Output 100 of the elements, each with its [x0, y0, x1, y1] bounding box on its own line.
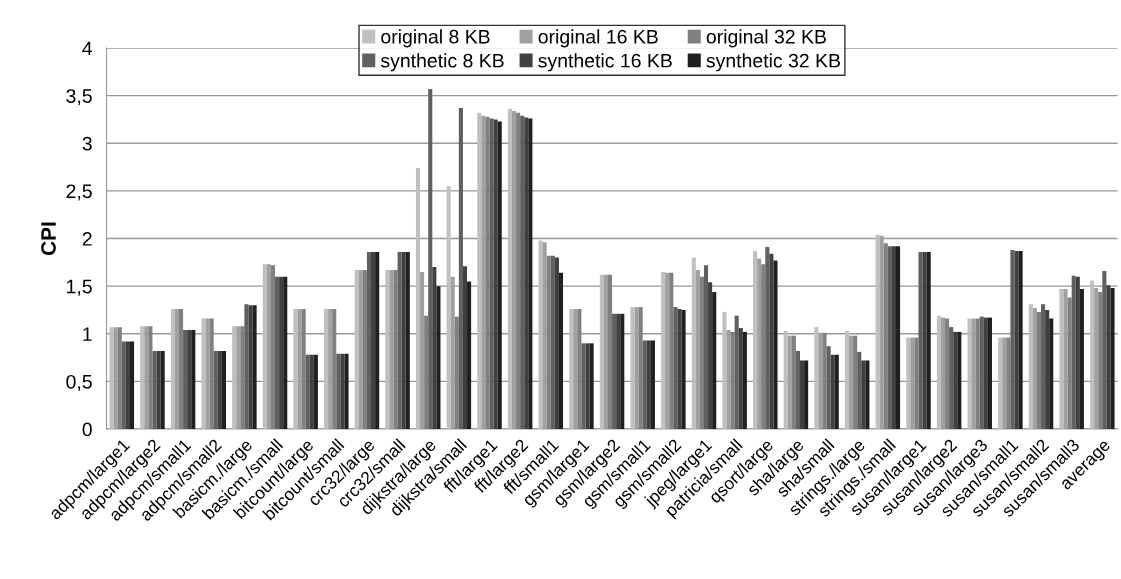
- bar: [681, 309, 686, 430]
- bar: [1036, 311, 1042, 430]
- bar: [1010, 249, 1015, 430]
- y-tick-label: 1: [83, 327, 92, 341]
- bar: [366, 251, 372, 430]
- legend-label: synthetic 32 KB: [706, 53, 840, 72]
- bar: [669, 272, 674, 430]
- bar: [148, 326, 153, 430]
- bar: [577, 309, 582, 430]
- bar: [454, 316, 459, 430]
- bar: [834, 354, 839, 430]
- bar: [371, 251, 376, 430]
- bar: [589, 343, 594, 430]
- bar: [140, 326, 145, 430]
- bar: [616, 313, 621, 430]
- bar: [769, 253, 774, 430]
- bar: [385, 269, 390, 430]
- bar: [232, 326, 237, 430]
- y-tick-label: 1,5: [67, 279, 92, 296]
- bar: [401, 251, 406, 430]
- bar: [493, 119, 498, 430]
- bar: [987, 317, 993, 430]
- bar: [160, 350, 165, 430]
- bar: [1059, 289, 1064, 430]
- bar: [734, 315, 739, 430]
- bar: [1018, 250, 1023, 430]
- bar: [891, 246, 896, 430]
- y-tick-label: 3: [82, 136, 92, 151]
- bar: [313, 354, 318, 430]
- bar: [1067, 297, 1072, 430]
- legend-label: synthetic 8 KB: [380, 53, 504, 72]
- bar: [375, 251, 380, 430]
- bar: [340, 353, 345, 430]
- bar: [945, 318, 950, 430]
- bar: [524, 117, 529, 430]
- y-tick-label: 2,5: [66, 184, 92, 201]
- bar: [458, 108, 463, 430]
- bar: [393, 269, 398, 430]
- bar: [217, 350, 222, 430]
- bar: [424, 315, 429, 430]
- bar: [397, 251, 402, 430]
- bar: [279, 276, 284, 430]
- bar: [293, 309, 298, 430]
- bar: [673, 307, 678, 430]
- bar: [301, 309, 306, 430]
- bar: [507, 109, 512, 430]
- bar: [1049, 318, 1054, 430]
- legend-label: original 8 KB: [381, 29, 490, 48]
- bar: [1041, 304, 1046, 430]
- bar: [1110, 288, 1115, 430]
- bar: [730, 331, 735, 430]
- bar: [1106, 285, 1111, 430]
- bar: [642, 340, 647, 430]
- bar: [661, 271, 666, 430]
- bar: [1045, 309, 1050, 430]
- bar: [550, 255, 555, 430]
- bar: [761, 264, 766, 430]
- bar: [125, 341, 130, 430]
- bar: [520, 115, 525, 430]
- bar: [998, 337, 1003, 430]
- bar: [191, 329, 196, 430]
- bar: [738, 328, 743, 430]
- bar: [607, 274, 613, 430]
- y-tick-label: 3,5: [66, 89, 92, 106]
- bar: [887, 246, 892, 430]
- bar: [638, 307, 643, 430]
- bar: [344, 353, 349, 430]
- bar: [875, 234, 880, 430]
- legend-label: synthetic 16 KB: [538, 53, 672, 72]
- bar: [1102, 270, 1107, 430]
- bar: [275, 276, 280, 430]
- bar: [497, 121, 502, 430]
- bar: [244, 304, 249, 430]
- bar: [252, 305, 257, 430]
- bar: [528, 118, 533, 430]
- bar: [324, 309, 329, 430]
- bar: [489, 118, 494, 430]
- bar: [129, 341, 135, 430]
- bar: [691, 257, 696, 430]
- bar: [883, 243, 888, 430]
- bar: [783, 330, 788, 430]
- bar: [262, 264, 267, 430]
- bar: [853, 335, 858, 430]
- bar: [906, 337, 911, 430]
- bar: [677, 309, 682, 430]
- bar: [896, 246, 901, 430]
- bar: [865, 360, 870, 430]
- bar: [765, 247, 770, 430]
- bar: [436, 286, 441, 430]
- bar: [804, 360, 809, 430]
- bar: [270, 265, 276, 430]
- bar: [248, 305, 253, 430]
- bar: [336, 353, 341, 430]
- bar: [722, 311, 727, 430]
- bar: [1014, 250, 1019, 430]
- bar: [800, 360, 805, 430]
- bar: [187, 329, 192, 430]
- bar: [362, 269, 367, 430]
- bar: [979, 316, 984, 430]
- bar: [599, 274, 604, 430]
